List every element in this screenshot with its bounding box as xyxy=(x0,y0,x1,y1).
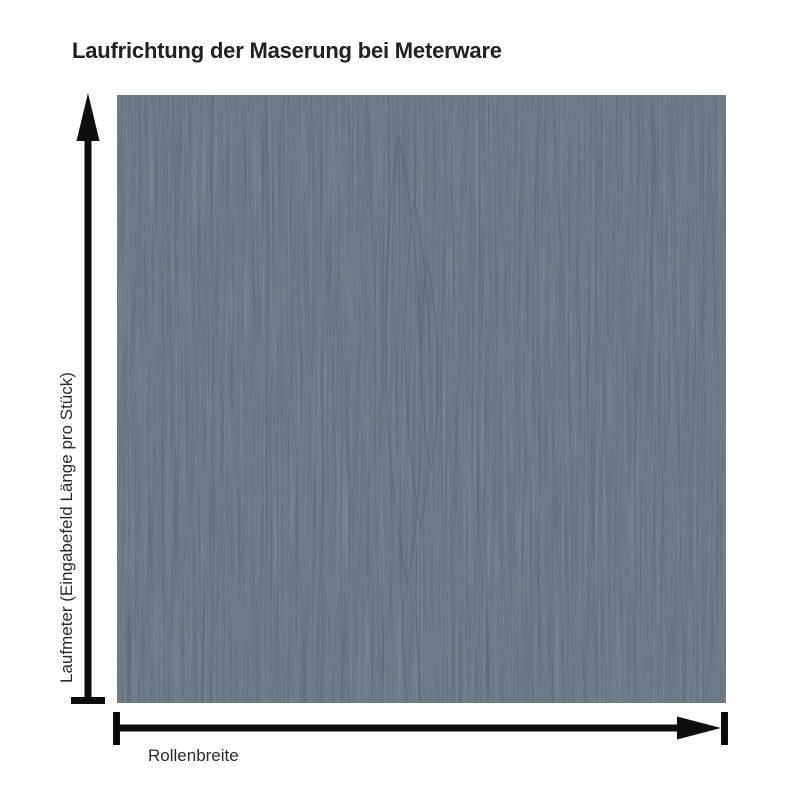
grain-cathedral-arcs xyxy=(384,134,439,703)
arrow-right-head-icon xyxy=(677,716,721,740)
horizontal-arrow-right-cap xyxy=(721,712,728,745)
page-title: Laufrichtung der Maserung bei Meterware xyxy=(72,38,502,63)
vertical-axis-label: Laufmeter (Eingabefeld Länge pro Stück) xyxy=(57,372,76,683)
grain-highlights xyxy=(186,95,681,703)
horizontal-axis-label: Rollenbreite xyxy=(148,746,239,765)
horizontal-arrow-right xyxy=(113,712,728,745)
horizontal-arrow-shaft xyxy=(117,724,684,732)
vertical-arrow-shaft xyxy=(84,136,92,702)
horizontal-arrow-left-cap xyxy=(113,712,120,745)
vertical-arrow-bottom-cap xyxy=(71,697,105,704)
wood-grain-texture xyxy=(117,95,726,703)
material-swatch xyxy=(117,95,726,703)
grain-streaks xyxy=(161,95,705,703)
